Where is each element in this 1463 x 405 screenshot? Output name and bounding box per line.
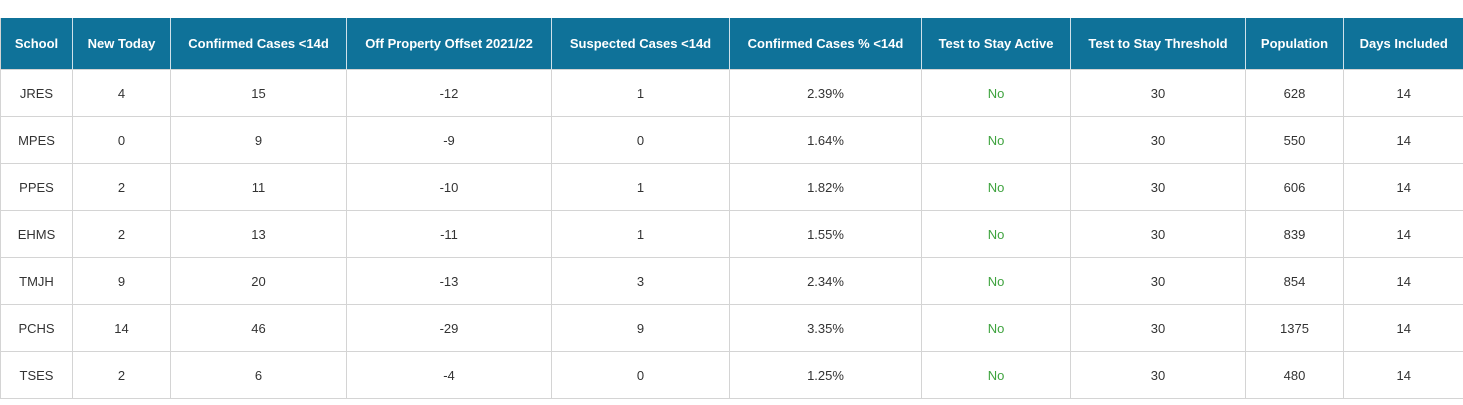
cell-test-to-stay-active: No	[921, 210, 1071, 258]
cell-test-to-stay-active: No	[921, 163, 1071, 211]
column-header-test-to-stay-active: Test to Stay Active	[921, 18, 1071, 70]
column-header-days-included: Days Included	[1343, 18, 1463, 70]
table-row: MPES 0 9 -9 0 1.64% No 30 550 14	[0, 116, 1463, 164]
column-header-test-to-stay-threshold: Test to Stay Threshold	[1070, 18, 1246, 70]
cell-population: 550	[1245, 116, 1344, 164]
table-row: PPES 2 11 -10 1 1.82% No 30 606 14	[0, 163, 1463, 211]
cell-test-to-stay-threshold: 30	[1070, 304, 1246, 352]
cell-days-included: 14	[1343, 69, 1463, 117]
cell-confirmed-cases: 9	[170, 116, 347, 164]
column-header-suspected-cases-14d: Suspected Cases <14d	[551, 18, 730, 70]
cell-test-to-stay-active: No	[921, 116, 1071, 164]
school-cases-table-container: School New Today Confirmed Cases <14d Of…	[0, 18, 1463, 399]
cell-days-included: 14	[1343, 257, 1463, 305]
cell-new-today: 4	[72, 69, 171, 117]
cell-suspected-cases: 0	[551, 351, 730, 399]
cell-school: PCHS	[0, 304, 73, 352]
cell-suspected-cases: 9	[551, 304, 730, 352]
table-body: JRES 4 15 -12 1 2.39% No 30 628 14 MPES …	[0, 69, 1463, 399]
cell-off-property-offset: -10	[346, 163, 552, 211]
column-header-confirmed-cases-percent: Confirmed Cases % <14d	[729, 18, 922, 70]
cell-test-to-stay-active: No	[921, 304, 1071, 352]
cell-off-property-offset: -11	[346, 210, 552, 258]
cell-confirmed-percent: 3.35%	[729, 304, 922, 352]
column-header-off-property-offset: Off Property Offset 2021/22	[346, 18, 552, 70]
cell-off-property-offset: -4	[346, 351, 552, 399]
table-row: TSES 2 6 -4 0 1.25% No 30 480 14	[0, 351, 1463, 399]
cell-test-to-stay-threshold: 30	[1070, 257, 1246, 305]
cell-off-property-offset: -9	[346, 116, 552, 164]
cell-test-to-stay-threshold: 30	[1070, 163, 1246, 211]
cell-confirmed-cases: 20	[170, 257, 347, 305]
cell-confirmed-cases: 13	[170, 210, 347, 258]
cell-days-included: 14	[1343, 304, 1463, 352]
cell-days-included: 14	[1343, 163, 1463, 211]
table-row: JRES 4 15 -12 1 2.39% No 30 628 14	[0, 69, 1463, 117]
cell-confirmed-percent: 1.82%	[729, 163, 922, 211]
cell-off-property-offset: -29	[346, 304, 552, 352]
cell-school: EHMS	[0, 210, 73, 258]
cell-school: JRES	[0, 69, 73, 117]
cell-new-today: 0	[72, 116, 171, 164]
cell-new-today: 2	[72, 351, 171, 399]
cell-test-to-stay-active: No	[921, 69, 1071, 117]
cell-test-to-stay-active: No	[921, 351, 1071, 399]
cell-test-to-stay-threshold: 30	[1070, 69, 1246, 117]
cell-confirmed-percent: 1.55%	[729, 210, 922, 258]
cell-confirmed-cases: 11	[170, 163, 347, 211]
cell-confirmed-cases: 46	[170, 304, 347, 352]
cell-suspected-cases: 1	[551, 69, 730, 117]
cell-new-today: 2	[72, 163, 171, 211]
cell-new-today: 9	[72, 257, 171, 305]
cell-suspected-cases: 1	[551, 163, 730, 211]
cell-school: MPES	[0, 116, 73, 164]
column-header-population: Population	[1245, 18, 1344, 70]
cell-test-to-stay-threshold: 30	[1070, 116, 1246, 164]
cell-suspected-cases: 3	[551, 257, 730, 305]
table-header: School New Today Confirmed Cases <14d Of…	[0, 18, 1463, 70]
cell-test-to-stay-threshold: 30	[1070, 210, 1246, 258]
cell-test-to-stay-active: No	[921, 257, 1071, 305]
cell-population: 1375	[1245, 304, 1344, 352]
cell-population: 839	[1245, 210, 1344, 258]
cell-off-property-offset: -12	[346, 69, 552, 117]
cell-school: TMJH	[0, 257, 73, 305]
cell-confirmed-cases: 15	[170, 69, 347, 117]
cell-new-today: 2	[72, 210, 171, 258]
cell-suspected-cases: 0	[551, 116, 730, 164]
cell-population: 854	[1245, 257, 1344, 305]
cell-days-included: 14	[1343, 210, 1463, 258]
cell-confirmed-percent: 1.64%	[729, 116, 922, 164]
cell-suspected-cases: 1	[551, 210, 730, 258]
table-row: EHMS 2 13 -11 1 1.55% No 30 839 14	[0, 210, 1463, 258]
cell-new-today: 14	[72, 304, 171, 352]
cell-confirmed-percent: 2.39%	[729, 69, 922, 117]
cell-confirmed-percent: 2.34%	[729, 257, 922, 305]
column-header-new-today: New Today	[72, 18, 171, 70]
cell-days-included: 14	[1343, 351, 1463, 399]
cell-days-included: 14	[1343, 116, 1463, 164]
school-cases-table: School New Today Confirmed Cases <14d Of…	[0, 18, 1463, 399]
cell-confirmed-percent: 1.25%	[729, 351, 922, 399]
column-header-school: School	[0, 18, 73, 70]
cell-population: 480	[1245, 351, 1344, 399]
cell-off-property-offset: -13	[346, 257, 552, 305]
column-header-confirmed-cases-14d: Confirmed Cases <14d	[170, 18, 347, 70]
cell-confirmed-cases: 6	[170, 351, 347, 399]
table-row: TMJH 9 20 -13 3 2.34% No 30 854 14	[0, 257, 1463, 305]
cell-test-to-stay-threshold: 30	[1070, 351, 1246, 399]
cell-population: 628	[1245, 69, 1344, 117]
table-row: PCHS 14 46 -29 9 3.35% No 30 1375 14	[0, 304, 1463, 352]
cell-population: 606	[1245, 163, 1344, 211]
cell-school: TSES	[0, 351, 73, 399]
cell-school: PPES	[0, 163, 73, 211]
header-row: School New Today Confirmed Cases <14d Of…	[0, 18, 1463, 70]
